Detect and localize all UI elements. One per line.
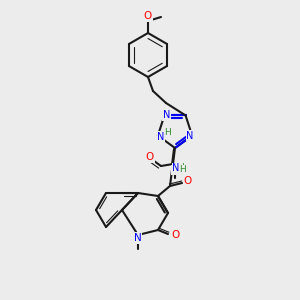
Text: O: O [171, 230, 179, 240]
Text: O: O [146, 152, 154, 162]
Text: N: N [186, 130, 194, 141]
Text: O: O [184, 176, 192, 186]
Text: N: N [134, 233, 142, 243]
Text: O: O [144, 11, 152, 21]
Text: H: H [164, 128, 171, 137]
Text: N: N [171, 165, 179, 175]
Text: N: N [157, 132, 165, 142]
Text: H: H [180, 166, 186, 175]
Text: H: H [178, 164, 184, 172]
Text: N: N [172, 163, 180, 173]
Text: N: N [163, 110, 170, 120]
